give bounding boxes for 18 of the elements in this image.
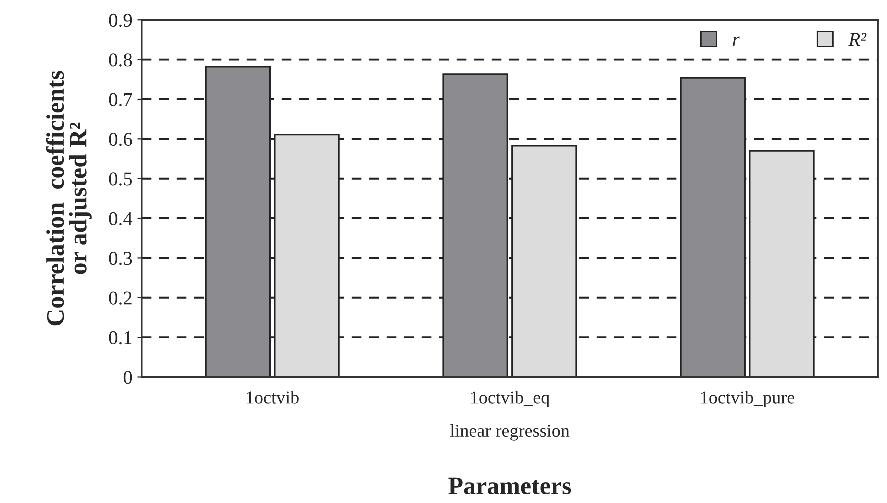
text: 0 [124, 371, 132, 384]
y-axis-title: Correlation coefficients or adjusted R² [46, 71, 92, 326]
y-tick-label: 0.2 [109, 292, 132, 305]
y-tick-label: 0.9 [109, 14, 132, 28]
y-tick-label: 0.7 [109, 93, 132, 107]
x-axis-title: Parameters [448, 478, 572, 495]
y-tick-label: 0.3 [109, 252, 132, 266]
x-tick-label: 1octvib_eq [472, 391, 550, 408]
y-tick-label: 0.6 [109, 132, 132, 146]
legend-label: R² [848, 33, 867, 46]
x-tick-label: 1octvib [247, 391, 299, 404]
y-tick-label: 0.1 [109, 331, 132, 345]
y-tick-label: 0.8 [109, 54, 132, 67]
y-tick-label: 0.5 [109, 172, 132, 186]
y-tick-label: 0.4 [109, 212, 133, 226]
x-tick-label: 1octvib_pure [701, 391, 795, 408]
text: linear regression [450, 424, 570, 441]
legend-label: r [733, 36, 740, 46]
